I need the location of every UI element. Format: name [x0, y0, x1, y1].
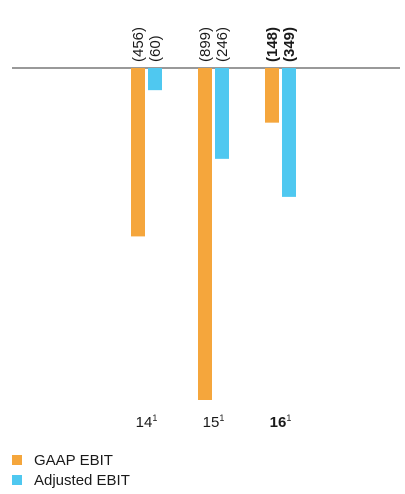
legend-label-adjusted-ebit: Adjusted EBIT	[34, 471, 130, 489]
value-label-adjusted-ebit-14: (60)	[147, 35, 164, 62]
category-superscript-15: 1	[219, 413, 224, 423]
value-label-gaap-ebit-15: (899)	[197, 27, 214, 62]
bar-gaap-ebit-14	[131, 68, 145, 237]
legend-item-gaap-ebit: GAAP EBIT	[12, 450, 130, 470]
category-label-14: 141	[136, 413, 158, 431]
value-label-gaap-ebit-14: (456)	[130, 27, 147, 62]
legend: GAAP EBIT Adjusted EBIT	[12, 450, 130, 490]
bar-adjusted-ebit-15	[215, 68, 229, 159]
legend-swatch-adjusted-ebit	[12, 475, 22, 485]
value-label-adjusted-ebit-15: (246)	[214, 27, 231, 62]
value-label-adjusted-ebit-16: (349)	[281, 27, 298, 62]
legend-swatch-gaap-ebit	[12, 455, 22, 465]
bar-gaap-ebit-15	[198, 68, 212, 400]
bar-gaap-ebit-16	[265, 68, 279, 123]
bar-adjusted-ebit-14	[148, 68, 162, 91]
category-label-16: 161	[270, 413, 292, 431]
category-superscript-16: 1	[286, 413, 291, 423]
bar-adjusted-ebit-16	[282, 68, 296, 197]
legend-label-gaap-ebit: GAAP EBIT	[34, 451, 113, 469]
category-label-15: 151	[203, 413, 225, 431]
legend-item-adjusted-ebit: Adjusted EBIT	[12, 470, 130, 490]
value-label-gaap-ebit-16: (148)	[264, 27, 281, 62]
category-superscript-14: 1	[152, 413, 157, 423]
